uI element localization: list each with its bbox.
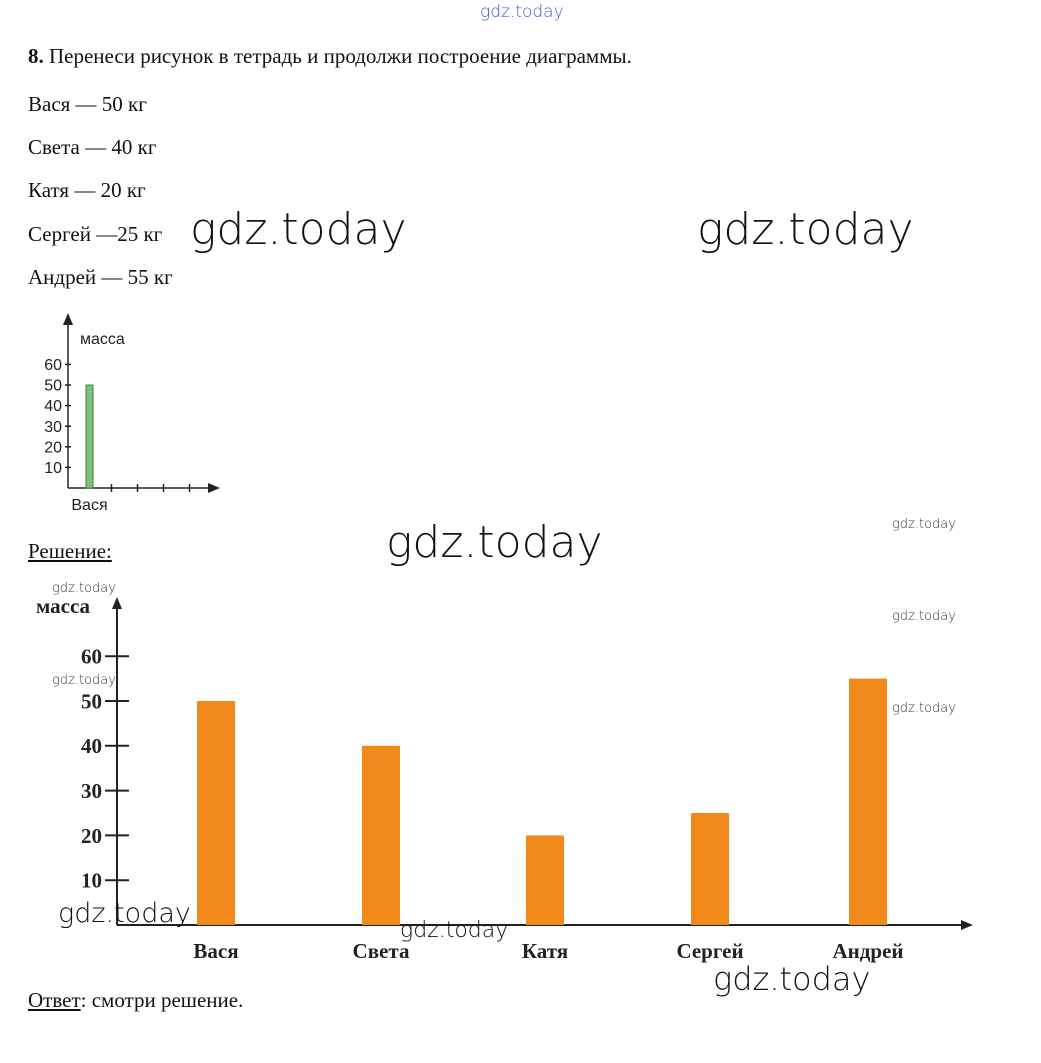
y-axis-arrow <box>63 313 73 325</box>
x-axis-arrow <box>208 483 220 493</box>
y-tick-label: 60 <box>44 357 62 374</box>
y-tick-label: 10 <box>81 869 102 893</box>
watermark: gdz.today <box>190 204 407 255</box>
answer-label: Ответ <box>28 988 81 1012</box>
solution-label-text: Решение <box>28 539 107 563</box>
task-item: Андрей — 55 кг <box>28 265 173 289</box>
y-tick-label: 30 <box>44 419 62 436</box>
answer: Ответ: смотри решение. <box>28 988 243 1013</box>
task-heading: 8. Перенеси рисунок в тетрадь и продолжи… <box>28 44 632 69</box>
answer-text: : смотри решение. <box>80 988 244 1012</box>
watermark: gdz.today <box>892 609 956 624</box>
bar-1 <box>362 745 400 925</box>
y-axis-label: масса <box>36 594 91 618</box>
bar-0 <box>85 384 94 489</box>
solution-label: Решение: <box>28 539 112 563</box>
y-axis-arrow <box>112 597 122 609</box>
x-tick-label: Сергей <box>676 939 743 963</box>
y-axis-label: масса <box>80 331 125 348</box>
x-tick-label: Андрей <box>833 939 904 963</box>
y-tick-label: 20 <box>44 439 62 456</box>
y-tick-label: 40 <box>81 734 102 758</box>
task-instruction: Перенеси рисунок в тетрадь и продолжи по… <box>49 44 632 68</box>
watermark: gdz.today <box>697 204 914 255</box>
y-tick-label: 10 <box>44 460 62 477</box>
watermark: gdz.today <box>400 918 509 943</box>
y-tick-label: 20 <box>81 824 102 848</box>
x-axis-arrow <box>961 920 973 930</box>
bar-3 <box>691 813 729 925</box>
watermark: gdz.today <box>52 581 116 596</box>
task-item: Вася — 50 кг <box>28 92 147 116</box>
task-item: Света — 40 кг <box>28 135 157 159</box>
bar-0 <box>197 701 235 925</box>
y-tick-label: 50 <box>44 378 62 395</box>
watermark: gdz.today <box>892 517 956 532</box>
y-tick-label: 50 <box>81 689 102 713</box>
y-tick-label: 60 <box>81 645 102 669</box>
x-tick-label: Вася <box>193 939 238 963</box>
x-tick-label: Вася <box>71 497 107 514</box>
watermark: gdz.today <box>892 701 956 716</box>
watermark: gdz.today <box>713 960 871 998</box>
watermark: gdz.today <box>58 898 191 929</box>
task-number: 8. <box>28 44 44 68</box>
y-tick-label: 40 <box>44 398 62 415</box>
task-item: Сергей —25 кг <box>28 222 163 246</box>
x-tick-label: Света <box>353 939 410 963</box>
task-item: Катя — 20 кг <box>28 178 146 202</box>
x-tick-label: Катя <box>522 939 568 963</box>
watermark: gdz.today <box>52 673 116 688</box>
bar-4 <box>849 678 887 925</box>
watermark: gdz.today <box>386 517 603 568</box>
y-tick-label: 30 <box>81 779 102 803</box>
bar-2 <box>526 835 564 925</box>
watermark-top: gdz.today <box>480 2 564 22</box>
